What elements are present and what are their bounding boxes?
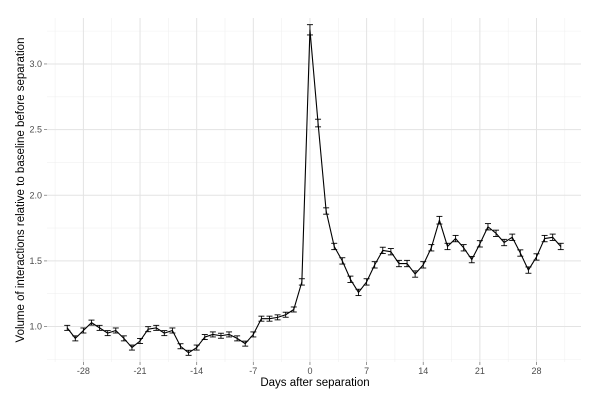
data-point [379,246,386,255]
data-point [161,330,168,337]
data-point [501,238,508,247]
data-point [226,331,233,338]
data-point [282,311,289,318]
x-tick-label: -21 [134,366,147,376]
data-point [153,324,160,331]
data-point [96,324,103,331]
data-point [420,261,427,269]
data-point [395,259,402,268]
series-line-group [66,29,562,354]
x-tick-label: 7 [364,366,369,376]
error-bars [64,24,564,356]
data-point [217,332,224,339]
data-point [541,234,548,243]
data-point [468,255,475,264]
data-point [242,340,249,347]
data-point [258,315,265,322]
data-point [290,306,297,313]
data-point [347,275,354,283]
data-point [266,315,273,322]
data-point [549,233,556,241]
data-point [444,242,451,251]
data-point [371,261,378,269]
data-point [185,349,192,356]
data-point [250,331,257,338]
data-point [525,266,532,274]
data-point [128,344,135,351]
data-point [64,324,71,331]
data-point [557,242,564,251]
data-point [517,249,524,257]
y-tick-label: 2.0 [29,190,42,200]
y-tick-label: 2.5 [29,125,42,135]
data-point [493,229,500,237]
x-axis-title: Days after separation [260,377,369,389]
data-point [533,253,540,261]
x-tick-label: 14 [418,366,428,376]
data-point [476,240,483,248]
data-point [428,244,435,252]
data-point [363,278,370,286]
data-point [315,118,322,128]
y-tick-label: 3.0 [29,59,42,69]
data-point [112,327,119,334]
data-point [274,314,281,321]
data-point [72,335,79,342]
data-point [509,233,516,241]
data-point [387,248,394,256]
major-gridlines [47,18,581,362]
x-tick-label: 21 [475,366,485,376]
x-tick-label: 28 [531,366,541,376]
data-point [404,259,411,268]
data-point [412,270,419,278]
x-tick-label: 0 [307,366,312,376]
data-point [484,223,491,231]
data-point [193,344,200,351]
data-point [306,24,313,36]
x-tick-label: -7 [249,366,257,376]
data-point [169,327,176,334]
series-line [66,29,562,354]
x-axis-ticks: -28 -21 -14 -7 0 7 14 21 28 [77,362,542,376]
y-axis-ticks: 1.0 1.5 2.0 2.5 3.0 [29,59,47,332]
data-point [88,319,95,326]
data-point [323,207,330,215]
data-point [177,343,184,350]
x-tick-label: -28 [77,366,90,376]
data-point [331,242,338,251]
data-point [137,338,144,344]
data-point [460,244,467,252]
data-point [120,335,127,342]
x-tick-label: -14 [190,366,203,376]
data-point [355,288,362,297]
data-point [452,234,459,243]
minor-gridlines [47,18,581,362]
data-point [436,215,443,225]
data-point [209,331,216,338]
y-tick-label: 1.0 [29,322,42,332]
data-point [201,334,208,341]
data-point [234,335,241,342]
data-point [298,278,305,286]
y-tick-label: 1.5 [29,256,42,266]
y-axis-title: Volume of interactions relative to basel… [15,38,27,343]
data-point [104,330,111,337]
data-point [339,257,346,265]
data-point [145,326,152,333]
data-point [80,327,87,334]
